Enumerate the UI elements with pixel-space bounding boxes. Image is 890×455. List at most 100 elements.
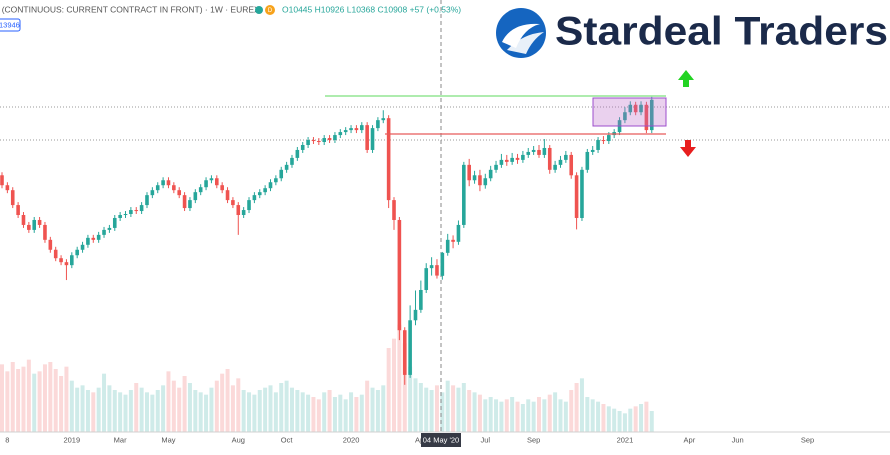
candle-body bbox=[252, 195, 257, 201]
status-dot bbox=[255, 6, 263, 14]
candle-body bbox=[349, 128, 353, 131]
volume-bar bbox=[472, 392, 477, 432]
candle-body bbox=[32, 219, 37, 230]
volume-bar bbox=[461, 383, 466, 432]
volume-bar bbox=[381, 385, 386, 432]
symbol-title: ES (CONTINUOUS: CURRENT CONTRACT IN FRON… bbox=[0, 4, 260, 14]
candle-body bbox=[585, 151, 590, 170]
logo-text: Stardeal Traders bbox=[555, 10, 888, 54]
candle-body bbox=[64, 262, 69, 266]
candle-body bbox=[145, 195, 149, 206]
candle-body bbox=[86, 237, 90, 245]
volume-bar bbox=[526, 399, 531, 432]
candle-body bbox=[483, 178, 488, 186]
time-label: Sep bbox=[801, 435, 814, 444]
volume-bar bbox=[386, 348, 391, 432]
candle-body bbox=[510, 157, 514, 162]
candle-body bbox=[327, 138, 332, 141]
volume-bar bbox=[150, 394, 155, 432]
volume-bar bbox=[273, 392, 278, 432]
volume-bar bbox=[241, 390, 246, 432]
candle-body bbox=[488, 169, 493, 179]
candle-body bbox=[515, 157, 520, 160]
volume-bar bbox=[639, 404, 644, 432]
volume-bar bbox=[327, 390, 332, 432]
volume-bar bbox=[349, 392, 354, 432]
candle-body bbox=[118, 215, 122, 218]
candle-body bbox=[274, 178, 278, 183]
interval-icon bbox=[265, 5, 275, 15]
volume-bar bbox=[225, 369, 230, 432]
candle-body bbox=[601, 140, 606, 142]
volume-bar bbox=[220, 373, 225, 432]
candle-body bbox=[231, 200, 235, 206]
volume-bar bbox=[204, 394, 209, 432]
volume-bar bbox=[569, 390, 574, 432]
volume-bar bbox=[649, 411, 654, 432]
volume-bar bbox=[37, 371, 42, 432]
volume-bar bbox=[563, 401, 568, 432]
volume-bar bbox=[434, 385, 439, 432]
candle-body bbox=[37, 219, 42, 225]
volume-bar bbox=[537, 397, 541, 432]
volume-bar bbox=[488, 397, 493, 432]
candle-body bbox=[451, 239, 455, 242]
volume-bar bbox=[32, 373, 37, 432]
volume-bar bbox=[300, 392, 305, 432]
candle-body bbox=[182, 195, 187, 209]
candle-body bbox=[102, 229, 106, 235]
volume-bar bbox=[644, 401, 649, 432]
candle-body bbox=[80, 244, 85, 250]
volume-bar bbox=[230, 385, 235, 432]
volume-bar bbox=[494, 399, 499, 432]
crosshair-label: 04 May '20 bbox=[423, 435, 459, 444]
candle-body bbox=[123, 214, 128, 216]
volume-bar bbox=[574, 383, 579, 432]
volume-bar bbox=[504, 399, 509, 432]
volume-bar bbox=[42, 364, 47, 432]
volume-bar bbox=[316, 399, 321, 432]
candle-body bbox=[172, 185, 176, 191]
candle-body bbox=[193, 192, 198, 201]
interval-badge: D bbox=[268, 8, 273, 14]
candle-body bbox=[553, 164, 557, 170]
volume-bar bbox=[424, 387, 429, 432]
volume-bar bbox=[456, 387, 461, 432]
candle-body bbox=[521, 154, 525, 160]
volume-bar bbox=[80, 385, 85, 432]
volume-bar bbox=[558, 399, 563, 432]
candle-body bbox=[53, 249, 58, 259]
volume-bar bbox=[601, 404, 606, 432]
volume-bar bbox=[247, 392, 252, 432]
candle-body bbox=[623, 112, 627, 121]
candle-body bbox=[134, 210, 139, 212]
price-badge-box bbox=[0, 18, 21, 32]
volume-layer bbox=[0, 324, 654, 432]
volume-bar bbox=[118, 392, 123, 432]
volume-bar bbox=[16, 369, 21, 432]
candle-body bbox=[311, 140, 316, 142]
candle-body bbox=[198, 187, 203, 193]
volume-bar bbox=[322, 392, 327, 432]
candle-body bbox=[27, 224, 31, 230]
volume-bar bbox=[139, 387, 144, 432]
time-label: 2020 bbox=[343, 435, 360, 444]
volume-bar bbox=[418, 383, 423, 432]
candle-body bbox=[322, 138, 326, 143]
candle-body bbox=[290, 157, 294, 165]
volume-bar bbox=[397, 324, 402, 432]
candle-body bbox=[343, 130, 348, 133]
volume-bar bbox=[236, 378, 241, 432]
volume-bar bbox=[0, 364, 4, 432]
volume-bar bbox=[343, 399, 348, 432]
volume-bar bbox=[128, 390, 133, 432]
volume-bar bbox=[408, 366, 413, 432]
candle-layer bbox=[0, 96, 654, 385]
candle-body bbox=[295, 149, 300, 158]
candle-body bbox=[43, 224, 47, 240]
candle-body bbox=[306, 140, 310, 145]
volume-bar bbox=[252, 394, 257, 432]
volume-bar bbox=[467, 390, 472, 432]
